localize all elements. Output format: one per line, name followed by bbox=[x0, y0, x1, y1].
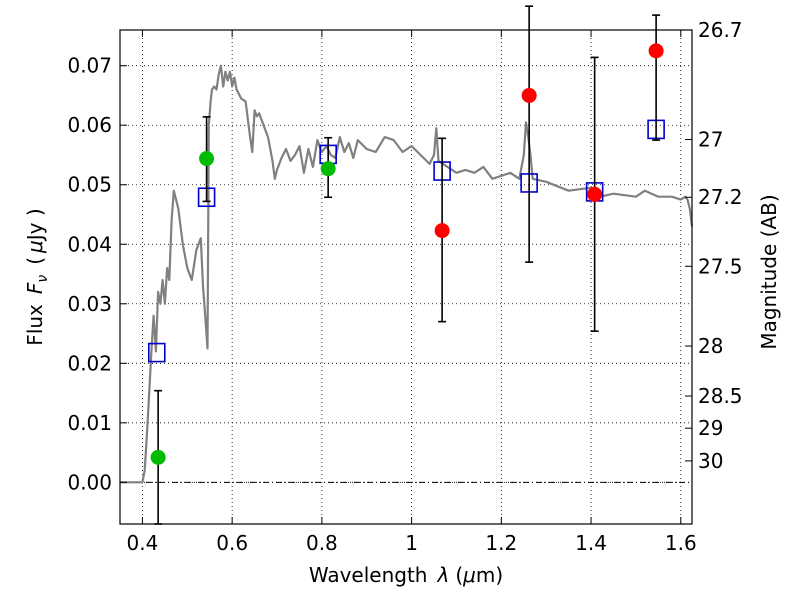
red-data-point bbox=[434, 223, 450, 239]
y-axis-title: FluxFν(μJy ) bbox=[23, 208, 51, 345]
x-axis-title: Wavelength λ (μm) bbox=[309, 563, 503, 587]
x-tick-label: 1.2 bbox=[485, 531, 517, 555]
y2-tick-label: 27 bbox=[698, 128, 723, 152]
y2-tick-label: 30 bbox=[698, 449, 723, 473]
tick-labels: 0.4 0.6 0.8 1 1.2 1.4 1.6 0.00 0.01 0.02 0.03 0.04 0… bbox=[67, 18, 742, 555]
x-tick-label: 0.4 bbox=[127, 531, 159, 555]
y2-tick-label: 29 bbox=[698, 416, 723, 440]
gridlines bbox=[120, 30, 692, 524]
y-tick-label: 0.04 bbox=[67, 232, 112, 256]
y-tick-label: 0.06 bbox=[67, 113, 112, 137]
ticks bbox=[120, 29, 692, 524]
y2-tick-label: 27.5 bbox=[698, 254, 743, 278]
y2-tick-label: 28 bbox=[698, 334, 723, 358]
y-tick-label: 0.02 bbox=[67, 351, 112, 375]
spectrum-line bbox=[120, 64, 694, 484]
x-tick-label: 0.6 bbox=[216, 531, 248, 555]
green-data-point bbox=[199, 151, 215, 167]
green-data-point bbox=[320, 161, 336, 177]
red-data-point bbox=[521, 87, 537, 103]
x-tick-label: 1.4 bbox=[575, 531, 607, 555]
model-flux-square bbox=[147, 342, 166, 363]
y-tick-label: 0.05 bbox=[67, 173, 112, 197]
red-data-point bbox=[648, 43, 664, 59]
x-tick-label: 0.8 bbox=[306, 531, 338, 555]
plot-frame bbox=[119, 29, 693, 525]
x-tick-label: 1.6 bbox=[665, 531, 697, 555]
y2-axis-title: Magnitude (AB) bbox=[757, 194, 781, 349]
red-data-point bbox=[587, 186, 603, 202]
green-data-point bbox=[150, 449, 166, 465]
y-tick-label: 0.00 bbox=[67, 470, 112, 494]
data-layer bbox=[120, 5, 694, 525]
y2-tick-label: 26.7 bbox=[698, 18, 743, 42]
y-tick-label: 0.03 bbox=[67, 292, 112, 316]
y2-tick-label: 27.2 bbox=[698, 185, 743, 209]
y2-tick-label: 28.5 bbox=[698, 384, 743, 408]
y-tick-label: 0.07 bbox=[67, 54, 112, 78]
x-tick-label: 1 bbox=[405, 531, 418, 555]
y-tick-label: 0.01 bbox=[67, 411, 112, 435]
